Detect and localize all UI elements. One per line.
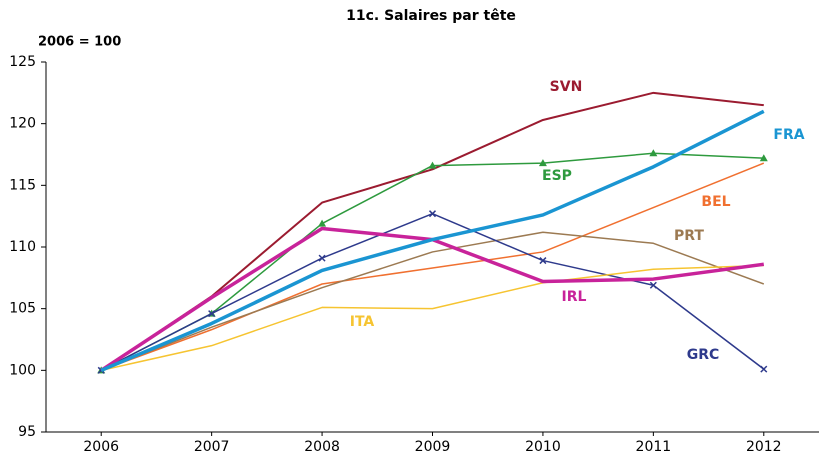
marker (538, 159, 547, 167)
x-tick-label: 2008 (304, 439, 340, 455)
y-tick-label: 100 (9, 362, 36, 378)
marker (208, 310, 216, 318)
series-label: SVN (550, 79, 583, 95)
series-line (100, 162, 765, 372)
chart-title: 11c. Salaires par tête (346, 8, 516, 24)
x-tick-label: 2011 (636, 439, 672, 455)
series-label: IRL (562, 289, 587, 305)
x-tick-label: 2009 (415, 439, 451, 455)
series-label: BEL (701, 194, 730, 210)
series-label: ESP (542, 168, 572, 184)
series-label: ITA (350, 314, 375, 330)
series-label: FRA (773, 127, 804, 143)
series-line (100, 109, 765, 372)
y-tick-label: 105 (9, 301, 36, 317)
x-tick-label: 2006 (83, 439, 119, 455)
marker (649, 281, 657, 289)
series-label: GRC (687, 347, 720, 363)
series-line (100, 226, 765, 372)
series-line (101, 264, 764, 372)
y-tick-label: 115 (9, 177, 36, 193)
marker (539, 257, 547, 265)
series-line (100, 231, 765, 372)
y-tick-label: 125 (9, 54, 36, 70)
x-tick-label: 2007 (194, 439, 230, 455)
series-line (100, 152, 764, 372)
marker (428, 210, 437, 218)
series-label: PRT (674, 228, 704, 244)
y-axis-label: 2006 = 100 (38, 35, 121, 50)
marker (760, 365, 768, 373)
y-tick-label: 110 (9, 239, 36, 255)
x-tick-label: 2010 (525, 439, 561, 455)
series-line (100, 212, 765, 372)
x-tick-label: 2012 (746, 439, 782, 455)
y-tick-label: 95 (18, 424, 36, 440)
marker (649, 149, 658, 157)
marker (759, 154, 768, 162)
y-tick-label: 120 (9, 116, 36, 132)
marker (318, 219, 327, 227)
marker (318, 254, 326, 262)
marker (428, 161, 437, 169)
